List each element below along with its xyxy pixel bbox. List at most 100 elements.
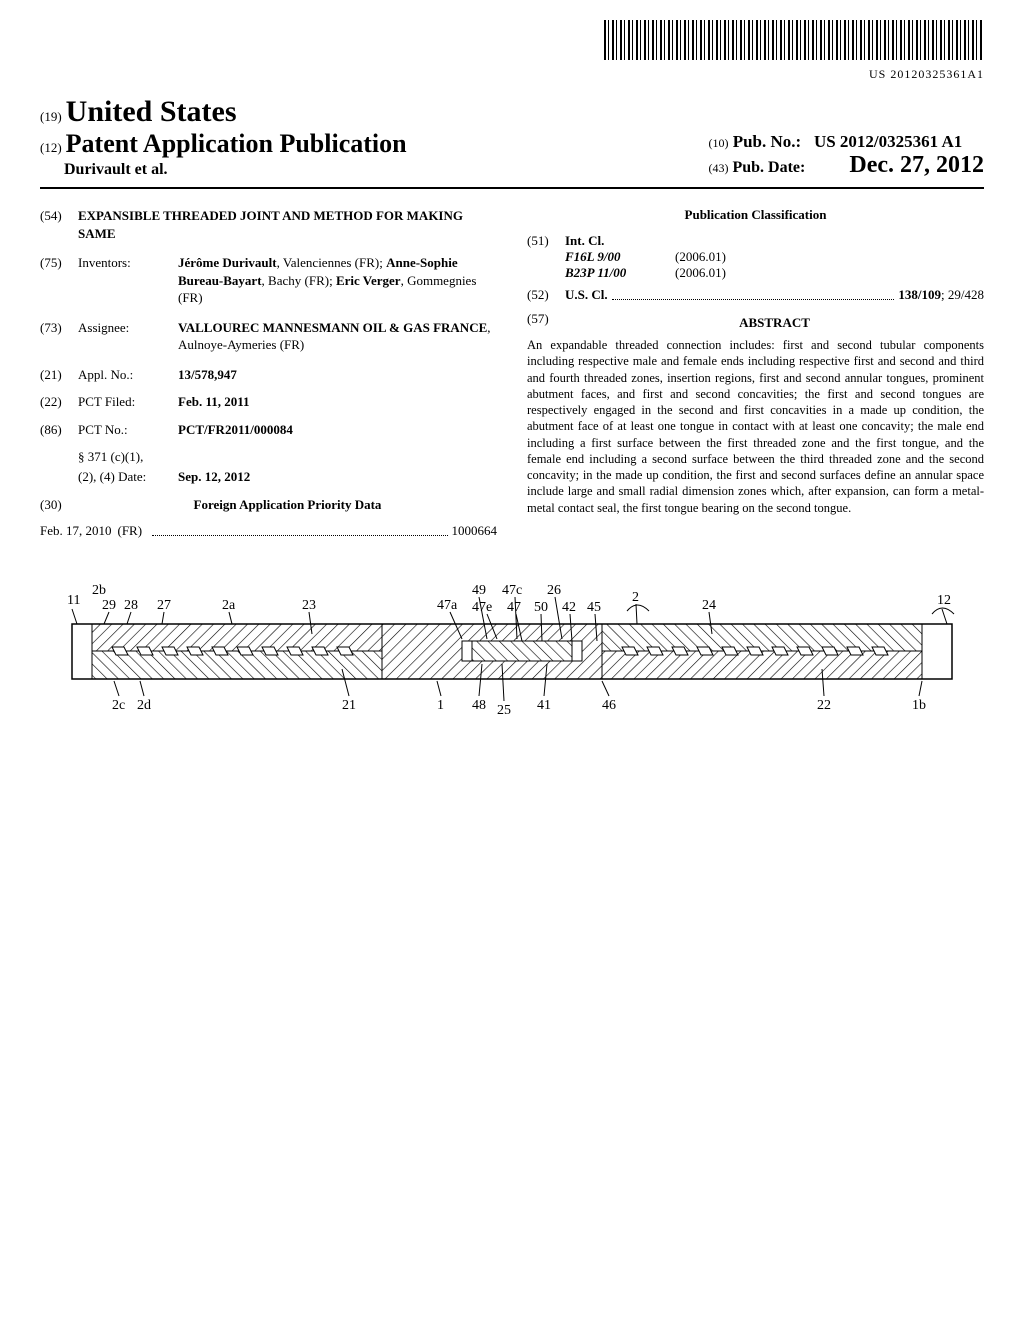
uscl-value: 138/109: [898, 287, 941, 303]
svg-text:42: 42: [562, 600, 576, 615]
svg-text:49: 49: [472, 583, 486, 598]
inventors-body: Jérôme Durivault, Valenciennes (FR); Ann…: [178, 254, 497, 307]
assignee-label: Assignee:: [78, 319, 178, 354]
uscl-row: (52) U.S. Cl. 138/109; 29/428: [527, 287, 984, 303]
svg-text:47a: 47a: [437, 598, 458, 613]
header-right: (10) Pub. No.: US 2012/0325361 A1 (43) P…: [708, 132, 984, 179]
intcl-num: (51): [527, 233, 565, 249]
abstract-text: An expandable threaded connection includ…: [527, 337, 984, 516]
barcode-text: US 20120325361A1: [604, 67, 984, 82]
svg-text:29: 29: [102, 598, 116, 613]
pct-no-num: (86): [40, 421, 78, 439]
svg-text:45: 45: [587, 600, 601, 615]
intcl-year: (2006.01): [675, 249, 726, 265]
svg-text:41: 41: [537, 698, 551, 713]
right-column: Publication Classification (51) Int. Cl.…: [527, 207, 984, 539]
intcl-codes: F16L 9/00 (2006.01) B23P 11/00 (2006.01): [565, 249, 984, 281]
pub-no-label: Pub. No.:: [733, 132, 801, 151]
pct-filed-row: (22) PCT Filed: Feb. 11, 2011: [40, 393, 497, 411]
abstract-num: (57): [527, 311, 565, 337]
intcl-row: (51) Int. Cl.: [527, 233, 984, 249]
pub-type-line: (12) Patent Application Publication: [40, 129, 407, 159]
main-content: (54) EXPANSIBLE THREADED JOINT AND METHO…: [40, 207, 984, 539]
foreign-heading: Foreign Application Priority Data: [78, 496, 497, 514]
para-label: § 371 (c)(1),: [78, 448, 178, 466]
svg-text:2: 2: [632, 590, 639, 605]
assignee-body: VALLOUREC MANNESMANN OIL & GAS FRANCE, A…: [178, 319, 497, 354]
inventor-name: Jérôme Durivault: [178, 255, 277, 270]
header-section: (19) United States (12) Patent Applicati…: [40, 95, 984, 189]
assignee-num: (73): [40, 319, 78, 354]
pct-no-value: PCT/FR2011/000084: [178, 421, 497, 439]
pub-date-label: Pub. Date:: [732, 159, 805, 176]
svg-text:22: 22: [817, 698, 831, 713]
header-row: (12) Patent Application Publication Duri…: [40, 129, 984, 179]
uscl-dots: [612, 287, 895, 300]
patent-figure: 11 2b 29 28 27 2a 23 47a 49 47e 47c 47 5…: [42, 569, 982, 749]
intcl-year: (2006.01): [675, 265, 726, 281]
foreign-country: (FR): [118, 523, 143, 539]
svg-text:2d: 2d: [137, 698, 151, 713]
svg-text:12: 12: [937, 593, 951, 608]
svg-text:46: 46: [602, 698, 616, 713]
left-column: (54) EXPANSIBLE THREADED JOINT AND METHO…: [40, 207, 497, 539]
pct-no-label: PCT No.:: [78, 421, 178, 439]
title-num: (54): [40, 207, 78, 242]
svg-text:23: 23: [302, 598, 316, 613]
assignee-row: (73) Assignee: VALLOUREC MANNESMANN OIL …: [40, 319, 497, 354]
abstract-heading-row: (57) ABSTRACT: [527, 311, 984, 337]
svg-text:11: 11: [67, 593, 80, 608]
inventor-loc: , Valenciennes (FR);: [277, 255, 387, 270]
classification-heading: Publication Classification: [527, 207, 984, 223]
foreign-app: 1000664: [452, 523, 498, 539]
svg-text:48: 48: [472, 698, 486, 713]
pct-filed-value: Feb. 11, 2011: [178, 393, 497, 411]
svg-text:24: 24: [702, 598, 716, 613]
pct-filed-label: PCT Filed:: [78, 393, 178, 411]
pub-no-prefix: (10): [708, 136, 728, 150]
intcl-code: F16L 9/00: [565, 249, 675, 265]
appl-value: 13/578,947: [178, 366, 497, 384]
svg-text:47c: 47c: [502, 583, 522, 598]
uscl-value2: ; 29/428: [941, 287, 984, 303]
title-row: (54) EXPANSIBLE THREADED JOINT AND METHO…: [40, 207, 497, 242]
inventors-row: (75) Inventors: Jérôme Durivault, Valenc…: [40, 254, 497, 307]
svg-text:2b: 2b: [92, 583, 106, 598]
svg-text:21: 21: [342, 698, 356, 713]
inventor-name: Eric Verger: [336, 273, 401, 288]
svg-text:50: 50: [534, 600, 548, 615]
intcl-label: Int. Cl.: [565, 233, 604, 249]
pub-date: Dec. 27, 2012: [849, 152, 984, 178]
pct-filed-num: (22): [40, 393, 78, 411]
foreign-dots: [152, 523, 447, 536]
para-value: Sep. 12, 2012: [178, 468, 497, 486]
para-blank: [40, 448, 78, 466]
inventors-num: (75): [40, 254, 78, 307]
country: United States: [66, 95, 237, 128]
para-row: § 371 (c)(1),: [40, 448, 497, 466]
svg-text:2a: 2a: [222, 598, 236, 613]
appl-label: Appl. No.:: [78, 366, 178, 384]
abstract-heading: ABSTRACT: [565, 315, 984, 331]
barcode-area: US 20120325361A1: [604, 20, 984, 82]
pub-type: Patent Application Publication: [66, 129, 407, 158]
pub-date-line: (43) Pub. Date: Dec. 27, 2012: [708, 152, 984, 179]
svg-text:27: 27: [157, 598, 171, 613]
authors-line: Durivault et al.: [40, 161, 407, 179]
foreign-num: (30): [40, 496, 78, 514]
uscl-num: (52): [527, 287, 565, 303]
pct-no-row: (86) PCT No.: PCT/FR2011/000084: [40, 421, 497, 439]
priority-row: Feb. 17, 2010 (FR) 1000664: [40, 523, 497, 539]
intcl-code-row: F16L 9/00 (2006.01): [565, 249, 984, 265]
pub-no: US 2012/0325361 A1: [814, 132, 962, 151]
svg-text:47: 47: [507, 600, 521, 615]
foreign-heading-row: (30) Foreign Application Priority Data: [40, 496, 497, 514]
intcl-code-row: B23P 11/00 (2006.01): [565, 265, 984, 281]
uscl-label: U.S. Cl.: [565, 287, 608, 303]
svg-text:25: 25: [497, 703, 511, 718]
pub-type-prefix: (12): [40, 140, 62, 155]
appl-row: (21) Appl. No.: 13/578,947: [40, 366, 497, 384]
figure-area: 11 2b 29 28 27 2a 23 47a 49 47e 47c 47 5…: [40, 569, 984, 754]
svg-text:26: 26: [547, 583, 561, 598]
intcl-code: B23P 11/00: [565, 265, 675, 281]
